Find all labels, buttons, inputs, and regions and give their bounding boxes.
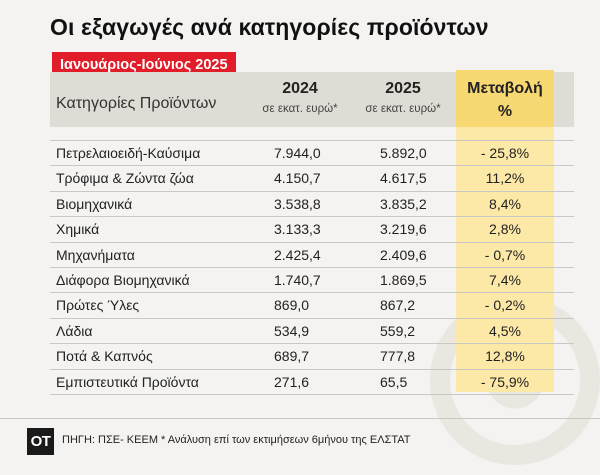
row-value-2024: 534,9 bbox=[274, 322, 310, 339]
table-row: Βιομηχανικά 3.538,8 3.835,2 8,4% bbox=[50, 192, 574, 218]
row-category: Ποτά & Καπνός bbox=[56, 348, 153, 365]
table-row: Ποτά & Καπνός 689,7 777,8 12,8% bbox=[50, 344, 574, 370]
row-value-2025: 1.869,5 bbox=[380, 271, 427, 288]
header-unit-2024: σε εκατ. ευρώ* bbox=[262, 103, 338, 115]
row-category: Διάφορα Βιομηχανικά bbox=[56, 271, 190, 288]
row-category: Πετρελαιοειδή-Καύσιμα bbox=[56, 145, 201, 161]
source-note: ΠΗΓΗ: ΠΣΕ- ΚΕΕΜ * Ανάλυση επί των εκτιμή… bbox=[62, 434, 411, 446]
row-category: Βιομηχανικά bbox=[56, 195, 133, 212]
row-value-2025: 2.409,6 bbox=[380, 246, 427, 263]
header-change: Μεταβολή bbox=[467, 80, 543, 97]
row-value-2024: 7.944,0 bbox=[274, 145, 321, 161]
row-value-2024: 1.740,7 bbox=[274, 271, 321, 288]
row-value-2024: 869,0 bbox=[274, 297, 310, 314]
page-title: Οι εξαγωγές ανά κατηγορίες προϊόντων bbox=[50, 14, 489, 40]
row-change: - 75,9% bbox=[480, 373, 530, 390]
header-year-2025: 2025 bbox=[385, 80, 421, 97]
row-change: 8,4% bbox=[489, 195, 521, 212]
row-category: Μηχανήματα bbox=[56, 246, 135, 263]
row-value-2024: 2.425,4 bbox=[274, 246, 321, 263]
row-value-2025: 867,2 bbox=[380, 297, 416, 314]
change-column-highlight bbox=[456, 70, 554, 392]
row-change: - 0,7% bbox=[484, 246, 526, 263]
row-change: - 25,8% bbox=[480, 145, 530, 161]
change-column-header-highlight bbox=[456, 70, 554, 127]
row-value-2025: 3.835,2 bbox=[380, 195, 427, 212]
table-row: Πρώτες Ύλες 869,0 867,2 - 0,2% bbox=[50, 293, 574, 319]
header-year-2024: 2024 bbox=[282, 80, 318, 97]
table-row: Χημικά 3.133,3 3.219,6 2,8% bbox=[50, 217, 574, 243]
table-row: Λάδια 534,9 559,2 4,5% bbox=[50, 319, 574, 345]
row-value-2024: 271,6 bbox=[274, 373, 310, 390]
row-value-2025: 777,8 bbox=[380, 348, 416, 365]
table-row: Μηχανήματα 2.425,4 2.409,6 - 0,7% bbox=[50, 243, 574, 268]
table-row: Διάφορα Βιομηχανικά 1.740,7 1.869,5 7,4% bbox=[50, 268, 574, 294]
row-change: 2,8% bbox=[489, 221, 521, 238]
row-value-2025: 559,2 bbox=[380, 322, 416, 339]
row-value-2024: 3.538,8 bbox=[274, 195, 321, 212]
row-value-2025: 65,5 bbox=[380, 373, 408, 390]
header-change-unit: % bbox=[497, 103, 513, 120]
row-value-2025: 4.617,5 bbox=[380, 170, 427, 187]
row-change: 11,2% bbox=[485, 170, 525, 187]
table-row: Εμπιστευτικά Προϊόντα 271,6 65,5 - 75,9% bbox=[50, 370, 574, 395]
row-category: Λάδια bbox=[56, 322, 93, 339]
row-value-2025: 3.219,6 bbox=[380, 221, 427, 238]
row-value-2024: 4.150,7 bbox=[274, 170, 321, 187]
row-value-2025: 5.892,0 bbox=[380, 145, 427, 161]
row-change: 7,4% bbox=[489, 271, 521, 288]
row-change: 4,5% bbox=[489, 322, 521, 339]
row-category: Τρόφιμα & Ζώντα ζώα bbox=[56, 170, 194, 187]
ot-logo: OT bbox=[27, 428, 54, 455]
data-table: Πετρελαιοειδή-Καύσιμα 7.944,0 5.892,0 - 25,… bbox=[50, 140, 574, 395]
row-value-2024: 689,7 bbox=[274, 348, 310, 365]
header-category: Κατηγορίες Προϊόντων bbox=[56, 95, 217, 112]
row-value-2024: 3.133,3 bbox=[274, 221, 321, 238]
row-change: 12,8% bbox=[485, 348, 525, 365]
table-row: Πετρελαιοειδή-Καύσιμα 7.944,0 5.892,0 - 25,… bbox=[50, 140, 574, 167]
table-row: Τρόφιμα & Ζώντα ζώα 4.150,7 4.617,5 11,2% bbox=[50, 166, 574, 192]
header-unit-2025: σε εκατ. ευρώ* bbox=[365, 103, 441, 115]
footer bbox=[0, 418, 600, 475]
row-category: Χημικά bbox=[56, 221, 100, 238]
row-category: Εμπιστευτικά Προϊόντα bbox=[56, 373, 199, 390]
row-change: - 0,2% bbox=[484, 297, 526, 314]
row-category: Πρώτες Ύλες bbox=[56, 297, 140, 314]
